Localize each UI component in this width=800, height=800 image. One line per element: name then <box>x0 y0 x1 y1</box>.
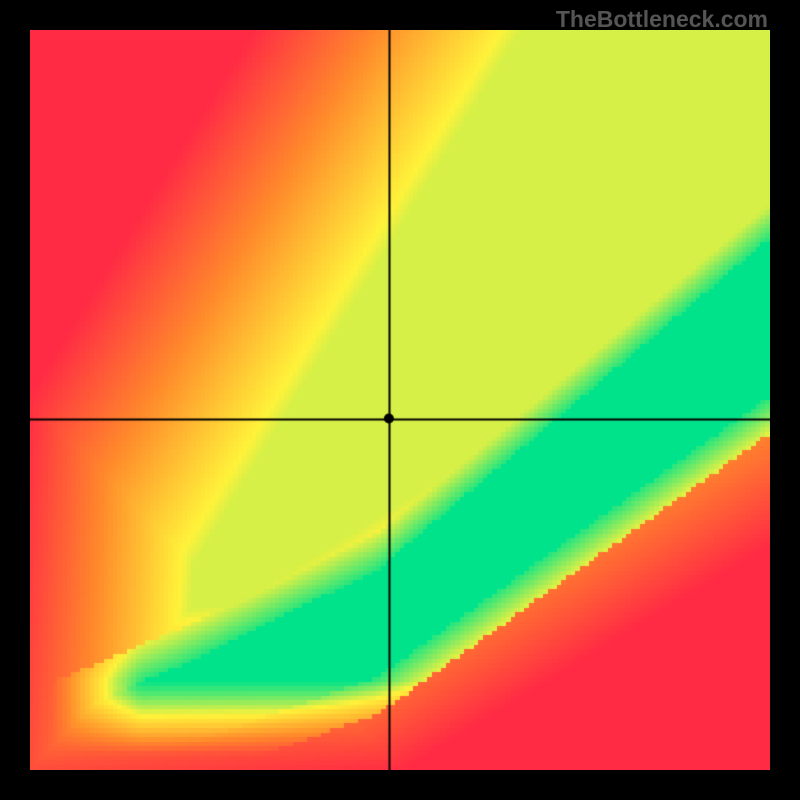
watermark-text: TheBottleneck.com <box>556 6 768 33</box>
chart-container: TheBottleneck.com <box>0 0 800 800</box>
bottleneck-heatmap <box>30 30 770 770</box>
